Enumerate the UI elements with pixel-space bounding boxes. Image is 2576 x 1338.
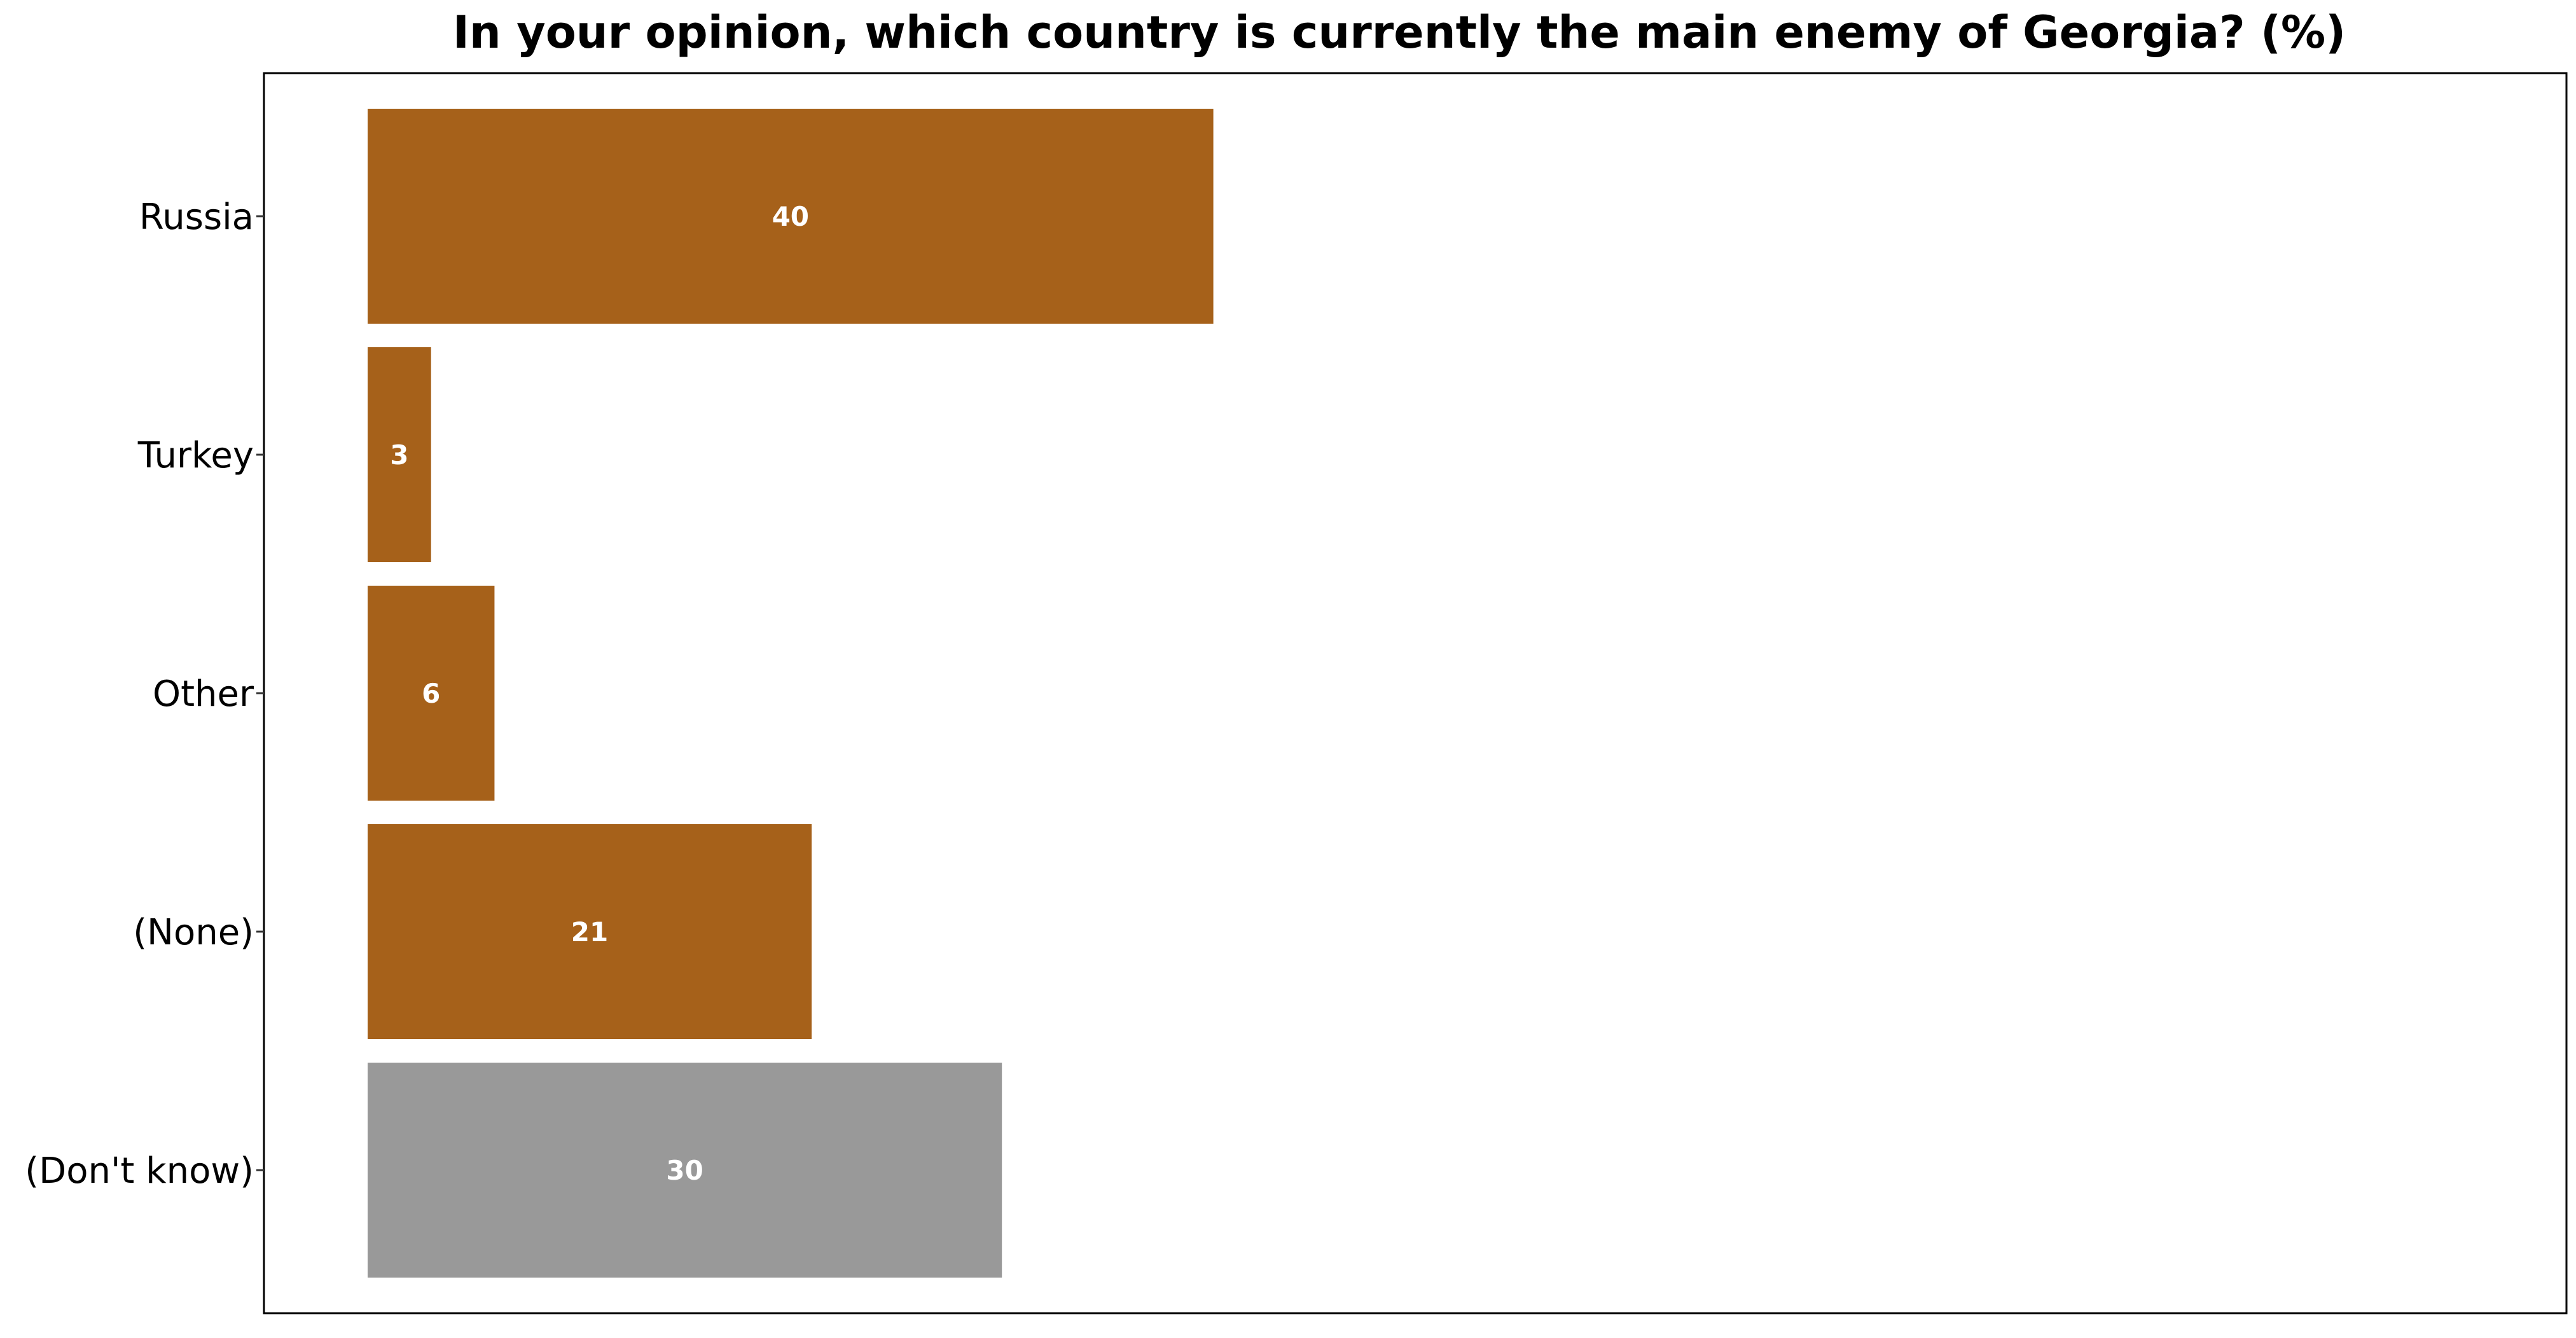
- bar-value-label: 30: [666, 1155, 703, 1186]
- bar-value-label: 40: [772, 201, 809, 232]
- bar-none: [368, 824, 812, 1039]
- bar-value-label: 6: [422, 678, 440, 709]
- bar-other: [368, 586, 495, 801]
- category-label: Russia: [139, 197, 254, 238]
- bar-value-label: 21: [571, 916, 608, 948]
- bar-turkey: [368, 347, 431, 562]
- chart-title: In your opinion, which country is curren…: [453, 6, 2346, 59]
- category-label: Other: [153, 673, 254, 715]
- bar-russia: [368, 109, 1214, 324]
- category-label: Turkey: [137, 435, 254, 476]
- bar-value-label: 3: [390, 439, 408, 471]
- category-label: (Don't know): [25, 1150, 254, 1192]
- bars-group: 40 Russia 3 Turkey 6 Other 21 (None) 30 (Don't kn…: [25, 109, 1214, 1278]
- bar-don-t-know: [368, 1063, 1002, 1278]
- category-label: (None): [133, 912, 254, 953]
